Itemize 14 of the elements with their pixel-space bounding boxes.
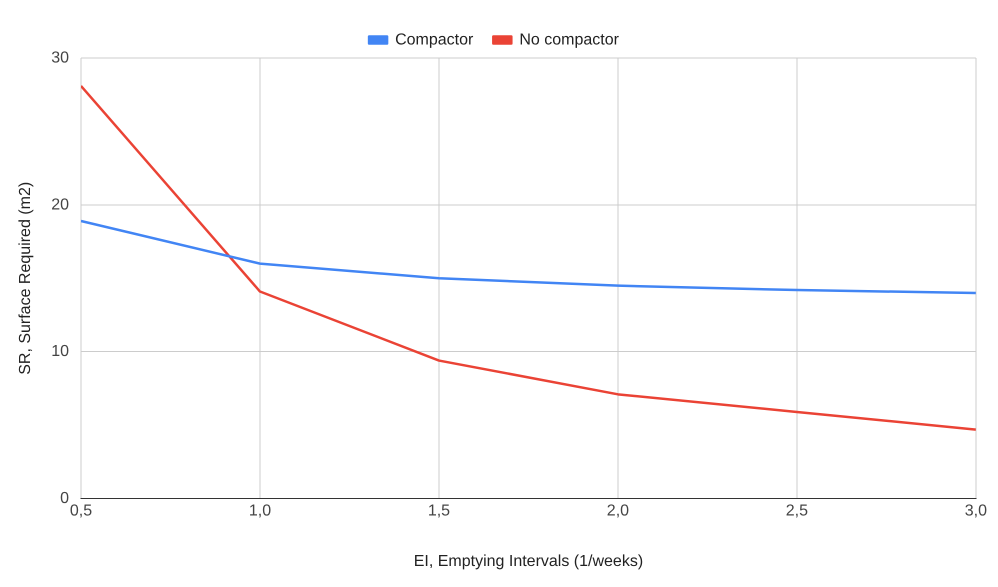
y-axis-title: SR, Surface Required (m2) [17, 182, 34, 375]
y-tick-label: 20 [51, 196, 70, 214]
y-tick-label: 0 [60, 490, 70, 508]
y-tick-label: 10 [51, 343, 70, 360]
x-tick-label: 1,0 [248, 502, 272, 520]
x-tick-label: 0,5 [70, 502, 92, 520]
x-tick-label: 3,0 [964, 502, 988, 520]
legend-label: Compactor [395, 31, 474, 48]
x-tick-label: 1,5 [428, 502, 450, 520]
y-tick-label: 30 [51, 49, 70, 66]
x-tick-label: 2,5 [786, 502, 808, 520]
legend-label: No compactor [519, 31, 620, 48]
x-tick-label: 2,0 [606, 502, 630, 520]
x-axis-title: EI, Emptying Intervals (1/weeks) [414, 552, 644, 570]
